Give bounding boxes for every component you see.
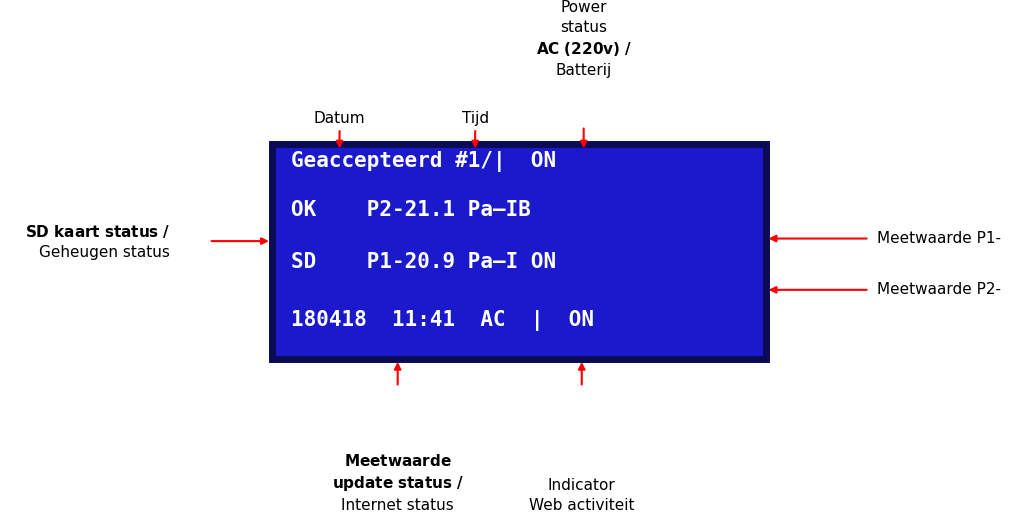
Text: Tijd: Tijd [462,111,488,126]
Text: Geaccepteerd #1/|  ON: Geaccepteerd #1/| ON [291,151,556,172]
Text: Meetwaarde P1-: Meetwaarde P1- [878,231,1001,246]
Text: $\bf{SD\ kaart\ status\ /}$
Geheugen status: $\bf{SD\ kaart\ status\ /}$ Geheugen sta… [25,223,170,260]
Text: Datum: Datum [313,111,366,126]
Text: OK    P2-21.1 Pa—IB: OK P2-21.1 Pa—IB [291,201,531,220]
Text: SD    P1-20.9 Pa—I ON: SD P1-20.9 Pa—I ON [291,252,556,271]
Text: $\bf{Meetwaarde}$
$\bf{update\ status\ /}$
Internet status: $\bf{Meetwaarde}$ $\bf{update\ status\ /… [332,452,464,513]
Text: 180418  11:41  AC  |  ON: 180418 11:41 AC | ON [291,310,594,331]
FancyBboxPatch shape [271,144,766,359]
Text: Power
status
$\bf{AC\ (220v)\ /}$
Batterij: Power status $\bf{AC\ (220v)\ /}$ Batter… [536,0,632,78]
Text: Indicator
Web activiteit: Indicator Web activiteit [529,478,635,513]
Text: Meetwaarde P2-: Meetwaarde P2- [878,282,1001,298]
